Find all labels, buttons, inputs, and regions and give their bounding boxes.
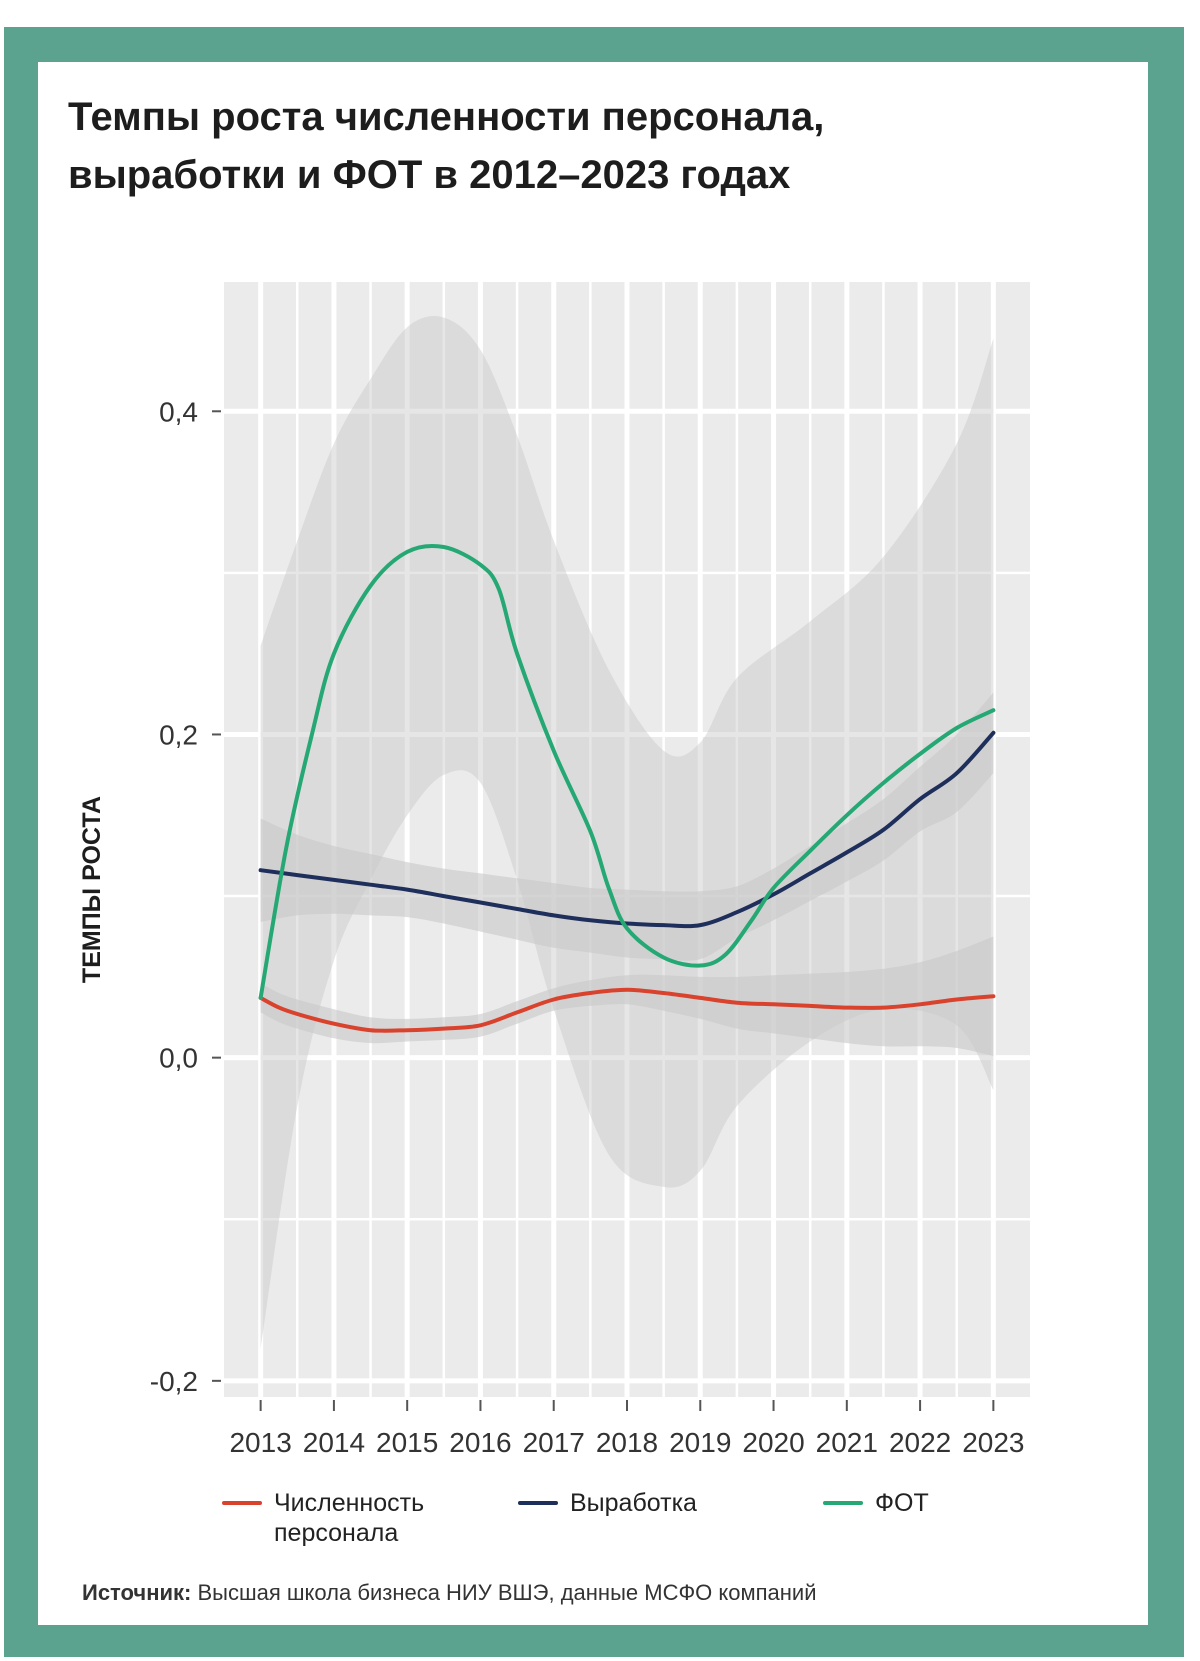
- y-tick-label: 0,0: [159, 1043, 198, 1074]
- x-tick-label: 2020: [742, 1427, 804, 1458]
- legend-swatch-payroll: [823, 1501, 863, 1505]
- y-axis-label: ТЕМПЫ РОСТА: [78, 796, 106, 983]
- source-note: Источник: Высшая школа бизнеса НИУ ВШЭ, …: [82, 1580, 817, 1606]
- x-tick-label: 2015: [376, 1427, 438, 1458]
- band-series-0: [260, 936, 994, 1056]
- band-series-1: [260, 692, 994, 961]
- x-tick-label: 2018: [596, 1427, 658, 1458]
- x-tick-label: 2022: [889, 1427, 951, 1458]
- chart-title: Темпы роста численности персонала, выраб…: [68, 88, 1068, 204]
- x-tick-label: 2023: [962, 1427, 1024, 1458]
- legend-label-productivity: Выработка: [570, 1489, 697, 1517]
- legend-item-payroll: ФОТ: [823, 1488, 1065, 1518]
- line-staff: [258, 987, 996, 1033]
- legend-label-staff-line-1: Численность: [274, 1489, 425, 1517]
- y-tick-label: 0,4: [159, 396, 198, 427]
- legend-label-staff-line-2: персонала: [274, 1519, 399, 1547]
- band-payroll: [260, 316, 994, 1349]
- line-productivity: [258, 730, 996, 929]
- source-label: Источник:: [82, 1580, 192, 1605]
- legend-label-payroll: ФОТ: [875, 1489, 929, 1517]
- x-tick-label: 2013: [229, 1427, 291, 1458]
- x-tick-label: 2014: [303, 1427, 365, 1458]
- legend-item-staff: Численность персонала: [222, 1488, 464, 1548]
- y-tick-label: 0,2: [159, 719, 198, 750]
- legend-label-staff: Численность персонала: [274, 1488, 464, 1548]
- legend-swatch-staff: [222, 1501, 262, 1505]
- line-payroll: [258, 543, 996, 1000]
- legend-swatch-productivity: [518, 1501, 558, 1505]
- x-tick-label: 2016: [449, 1427, 511, 1458]
- legend: Численность персонала Выработка ФОТ: [0, 1488, 1200, 1568]
- legend-item-productivity: Выработка: [518, 1488, 760, 1518]
- y-tick-label: -0,2: [150, 1366, 198, 1397]
- chart-title-line-1: Темпы роста численности персонала,: [68, 95, 825, 139]
- chart-title-line-2: выработки и ФОТ в 2012–2023 годах: [68, 153, 791, 197]
- x-tick-label: 2019: [669, 1427, 731, 1458]
- x-tick-label: 2017: [523, 1427, 585, 1458]
- line-chart: 0,4 0,2 0,0 -0,2 2013 2014 2015 2016 2017 2018 201…: [78, 282, 1030, 1458]
- x-tick-label: 2021: [816, 1427, 878, 1458]
- source-text: Высшая школа бизнеса НИУ ВШЭ, данные МСФ…: [197, 1580, 817, 1605]
